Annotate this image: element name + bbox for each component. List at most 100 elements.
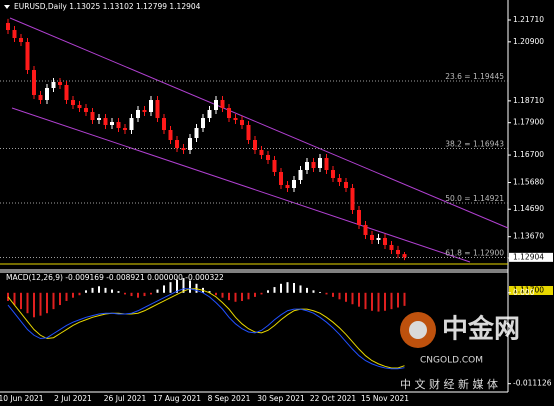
candle-body: [337, 178, 342, 182]
candle-body: [396, 249, 400, 255]
candle-body: [331, 170, 335, 179]
candle-body: [25, 42, 30, 71]
candle-body: [142, 110, 147, 113]
candle-body: [58, 82, 62, 85]
y-tick-label: 1.16700: [513, 150, 544, 159]
candle-body: [181, 148, 186, 151]
candle-body: [240, 120, 244, 125]
candle-body: [149, 100, 153, 113]
current-price: 1.12904: [513, 252, 544, 261]
watermark-site: CNGOLD.COM: [420, 356, 483, 366]
candle-body: [370, 234, 374, 240]
candle-body: [376, 237, 381, 240]
y-tick-label: -0.011126: [513, 379, 552, 388]
candle-body: [129, 118, 134, 131]
x-tick-label: 17 Aug 2021: [153, 394, 201, 403]
candle-body: [175, 140, 179, 149]
candle-body: [136, 110, 140, 119]
macd-line: [7, 288, 405, 369]
candle-body: [259, 150, 264, 155]
candle-body: [292, 180, 296, 189]
logo: [409, 321, 427, 339]
y-tick-label: 1.14690: [513, 204, 544, 213]
candle-body: [84, 108, 88, 113]
candle-body: [279, 171, 283, 185]
candle-body: [266, 154, 270, 161]
x-tick-label: 22 Oct 2021: [310, 394, 357, 403]
watermark-slogan: 中 文 财 经 新 媒 体: [400, 377, 498, 391]
x-tick-label: 2 Jul 2021: [54, 394, 92, 403]
candle-body: [298, 170, 303, 181]
candle-body: [227, 108, 231, 119]
menu-arrow: [4, 5, 10, 9]
candle-body: [350, 188, 355, 210]
x-tick-label: 10 Jun 2021: [0, 394, 44, 403]
price-box: [509, 252, 553, 262]
y-tick-label: 1.18710: [513, 96, 544, 105]
candle-body: [51, 82, 56, 89]
candle-body: [188, 138, 192, 151]
watermark: 中金网 CNGOLD.COM 中 文 财 经 新 媒 体: [400, 312, 520, 391]
x-tick-label: 8 Sep 2021: [208, 394, 251, 403]
x-tick-label: 30 Sep 2021: [257, 394, 305, 403]
y-tick-label: 1.17900: [513, 118, 544, 127]
candle-body: [116, 121, 121, 129]
candle-body: [246, 124, 251, 141]
macd-title: MACD(12,26,9) -0.009169 -0.008921 0.0000…: [6, 273, 224, 282]
candle-body: [201, 118, 205, 129]
y-tick-label: 1.20900: [513, 37, 544, 46]
watermark-brand: 中金网: [442, 314, 520, 345]
candle-body: [402, 254, 407, 258]
y-tick-label: 1.13670: [513, 232, 544, 241]
y-tick-label: 1.15680: [513, 178, 544, 187]
candle-body: [357, 209, 361, 225]
channel-upper: [9, 17, 509, 229]
candle-body: [253, 140, 257, 151]
candle-body: [285, 184, 290, 189]
fib-label: 23.6 = 1.19445: [445, 72, 504, 81]
fib-label: 50.0 = 1.14921: [445, 194, 504, 203]
candle-body: [71, 100, 75, 105]
candle-body: [110, 121, 114, 125]
channel-lower: [11, 107, 471, 263]
candle-body: [19, 38, 23, 43]
x-tick-label: 15 Nov 2021: [361, 394, 409, 403]
candle-body: [363, 224, 368, 235]
candle-body: [64, 84, 69, 101]
candle-body: [272, 160, 277, 172]
alert-label: 1.11700: [513, 286, 544, 295]
candle-body: [97, 118, 101, 121]
candle-body: [77, 104, 82, 109]
y-tick-label: 0.000: [513, 288, 535, 297]
candle-body: [12, 30, 17, 39]
candle-body: [168, 130, 173, 141]
candle-body: [155, 100, 160, 119]
candle-body: [45, 88, 49, 101]
candle-body: [305, 161, 309, 171]
y-tick-label: 1.21710: [513, 15, 544, 24]
candle-body: [389, 244, 394, 250]
candle-body: [103, 118, 108, 125]
candle-body: [38, 94, 43, 101]
candle-body: [233, 118, 238, 121]
candle-body: [383, 237, 387, 245]
candle-body: [123, 128, 127, 131]
fib-label: 61.8 = 1.12900: [445, 248, 504, 257]
candle-body: [220, 100, 225, 109]
candle-body: [344, 181, 348, 189]
x-tick-label: 26 Jul 2021: [104, 394, 147, 403]
candle-body: [318, 158, 322, 169]
candle-body: [214, 100, 218, 111]
candle-body: [311, 161, 316, 169]
candle-body: [194, 128, 199, 139]
candle-body: [324, 158, 329, 171]
candle-body: [90, 112, 95, 121]
fib-label: 38.2 = 1.16943: [445, 139, 504, 148]
alert-box: [509, 286, 553, 295]
macd-line: [7, 288, 405, 370]
candle-body: [207, 110, 212, 119]
candle-body: [6, 22, 10, 31]
candle-body: [32, 70, 36, 95]
